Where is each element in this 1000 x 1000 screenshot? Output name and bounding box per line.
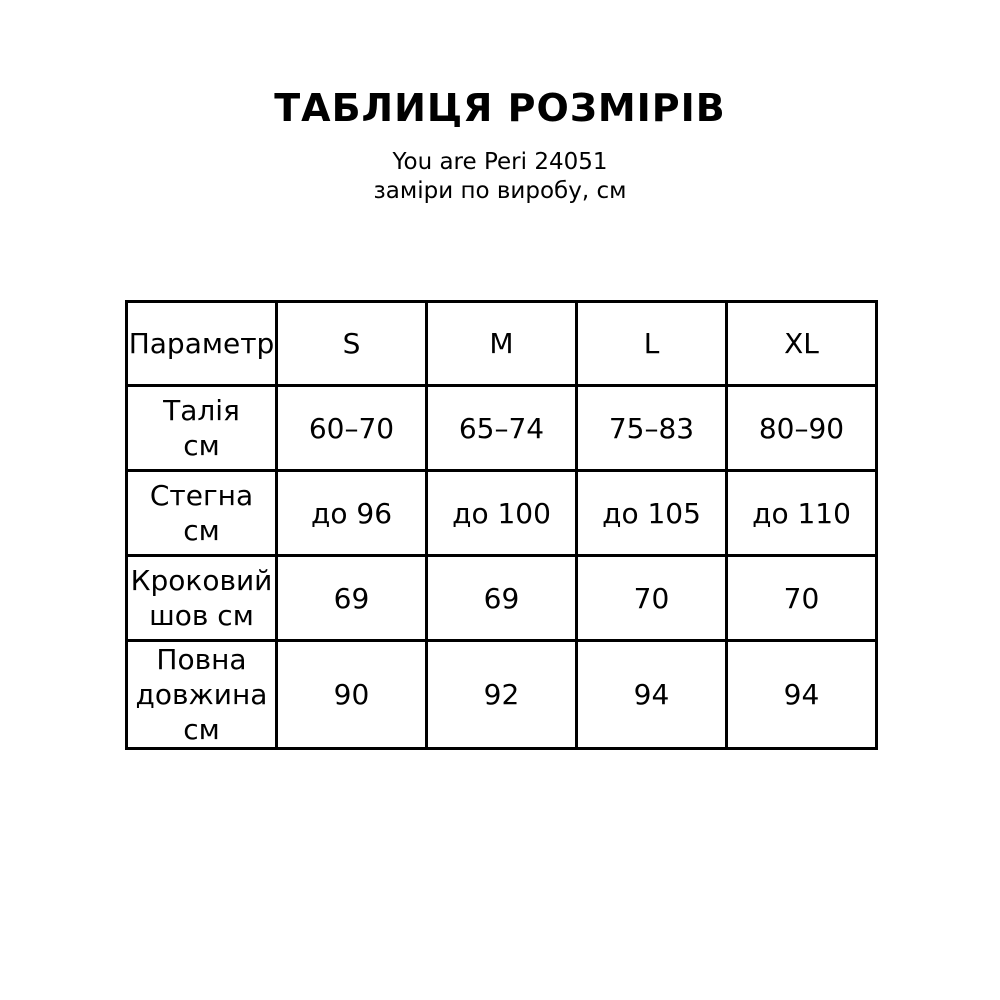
cell-inseam-xl: 70 <box>725 554 878 642</box>
row-label-full-length: Повна довжина см <box>125 639 278 750</box>
measurement-note: заміри по виробу, см <box>373 178 627 204</box>
cell-waist-m: 65–74 <box>425 384 578 472</box>
table-row-waist: Талія см 60–70 65–74 75–83 80–90 <box>125 384 878 472</box>
cell-full-length-s: 90 <box>275 639 428 750</box>
column-header-size-xl: XL <box>725 300 878 387</box>
row-label-hips: Стегна см <box>125 469 278 557</box>
cell-waist-s: 60–70 <box>275 384 428 472</box>
cell-inseam-l: 70 <box>575 554 728 642</box>
cell-waist-xl: 80–90 <box>725 384 878 472</box>
table-row-inseam: Кроковий шов см 69 69 70 70 <box>125 554 878 642</box>
row-label-waist: Талія см <box>125 384 278 472</box>
table-header-row: Параметр S M L XL <box>125 300 878 387</box>
cell-full-length-l: 94 <box>575 639 728 750</box>
cell-full-length-m: 92 <box>425 639 578 750</box>
table-row-full-length: Повна довжина см 90 92 94 94 <box>125 639 878 750</box>
column-header-size-m: M <box>425 300 578 387</box>
cell-hips-l: до 105 <box>575 469 728 557</box>
column-header-parameter: Параметр <box>125 300 278 387</box>
table-row-hips: Стегна см до 96 до 100 до 105 до 110 <box>125 469 878 557</box>
column-header-size-l: L <box>575 300 728 387</box>
cell-inseam-s: 69 <box>275 554 428 642</box>
cell-waist-l: 75–83 <box>575 384 728 472</box>
column-header-size-s: S <box>275 300 428 387</box>
size-table: Параметр S M L XL Талія см 60–70 65–74 7… <box>125 300 878 750</box>
product-name: You are Peri 24051 <box>392 149 608 175</box>
cell-hips-m: до 100 <box>425 469 578 557</box>
page-title: ТАБЛИЦЯ РОЗМІРІВ <box>274 86 726 130</box>
cell-inseam-m: 69 <box>425 554 578 642</box>
row-label-inseam: Кроковий шов см <box>125 554 278 642</box>
cell-hips-s: до 96 <box>275 469 428 557</box>
cell-full-length-xl: 94 <box>725 639 878 750</box>
cell-hips-xl: до 110 <box>725 469 878 557</box>
